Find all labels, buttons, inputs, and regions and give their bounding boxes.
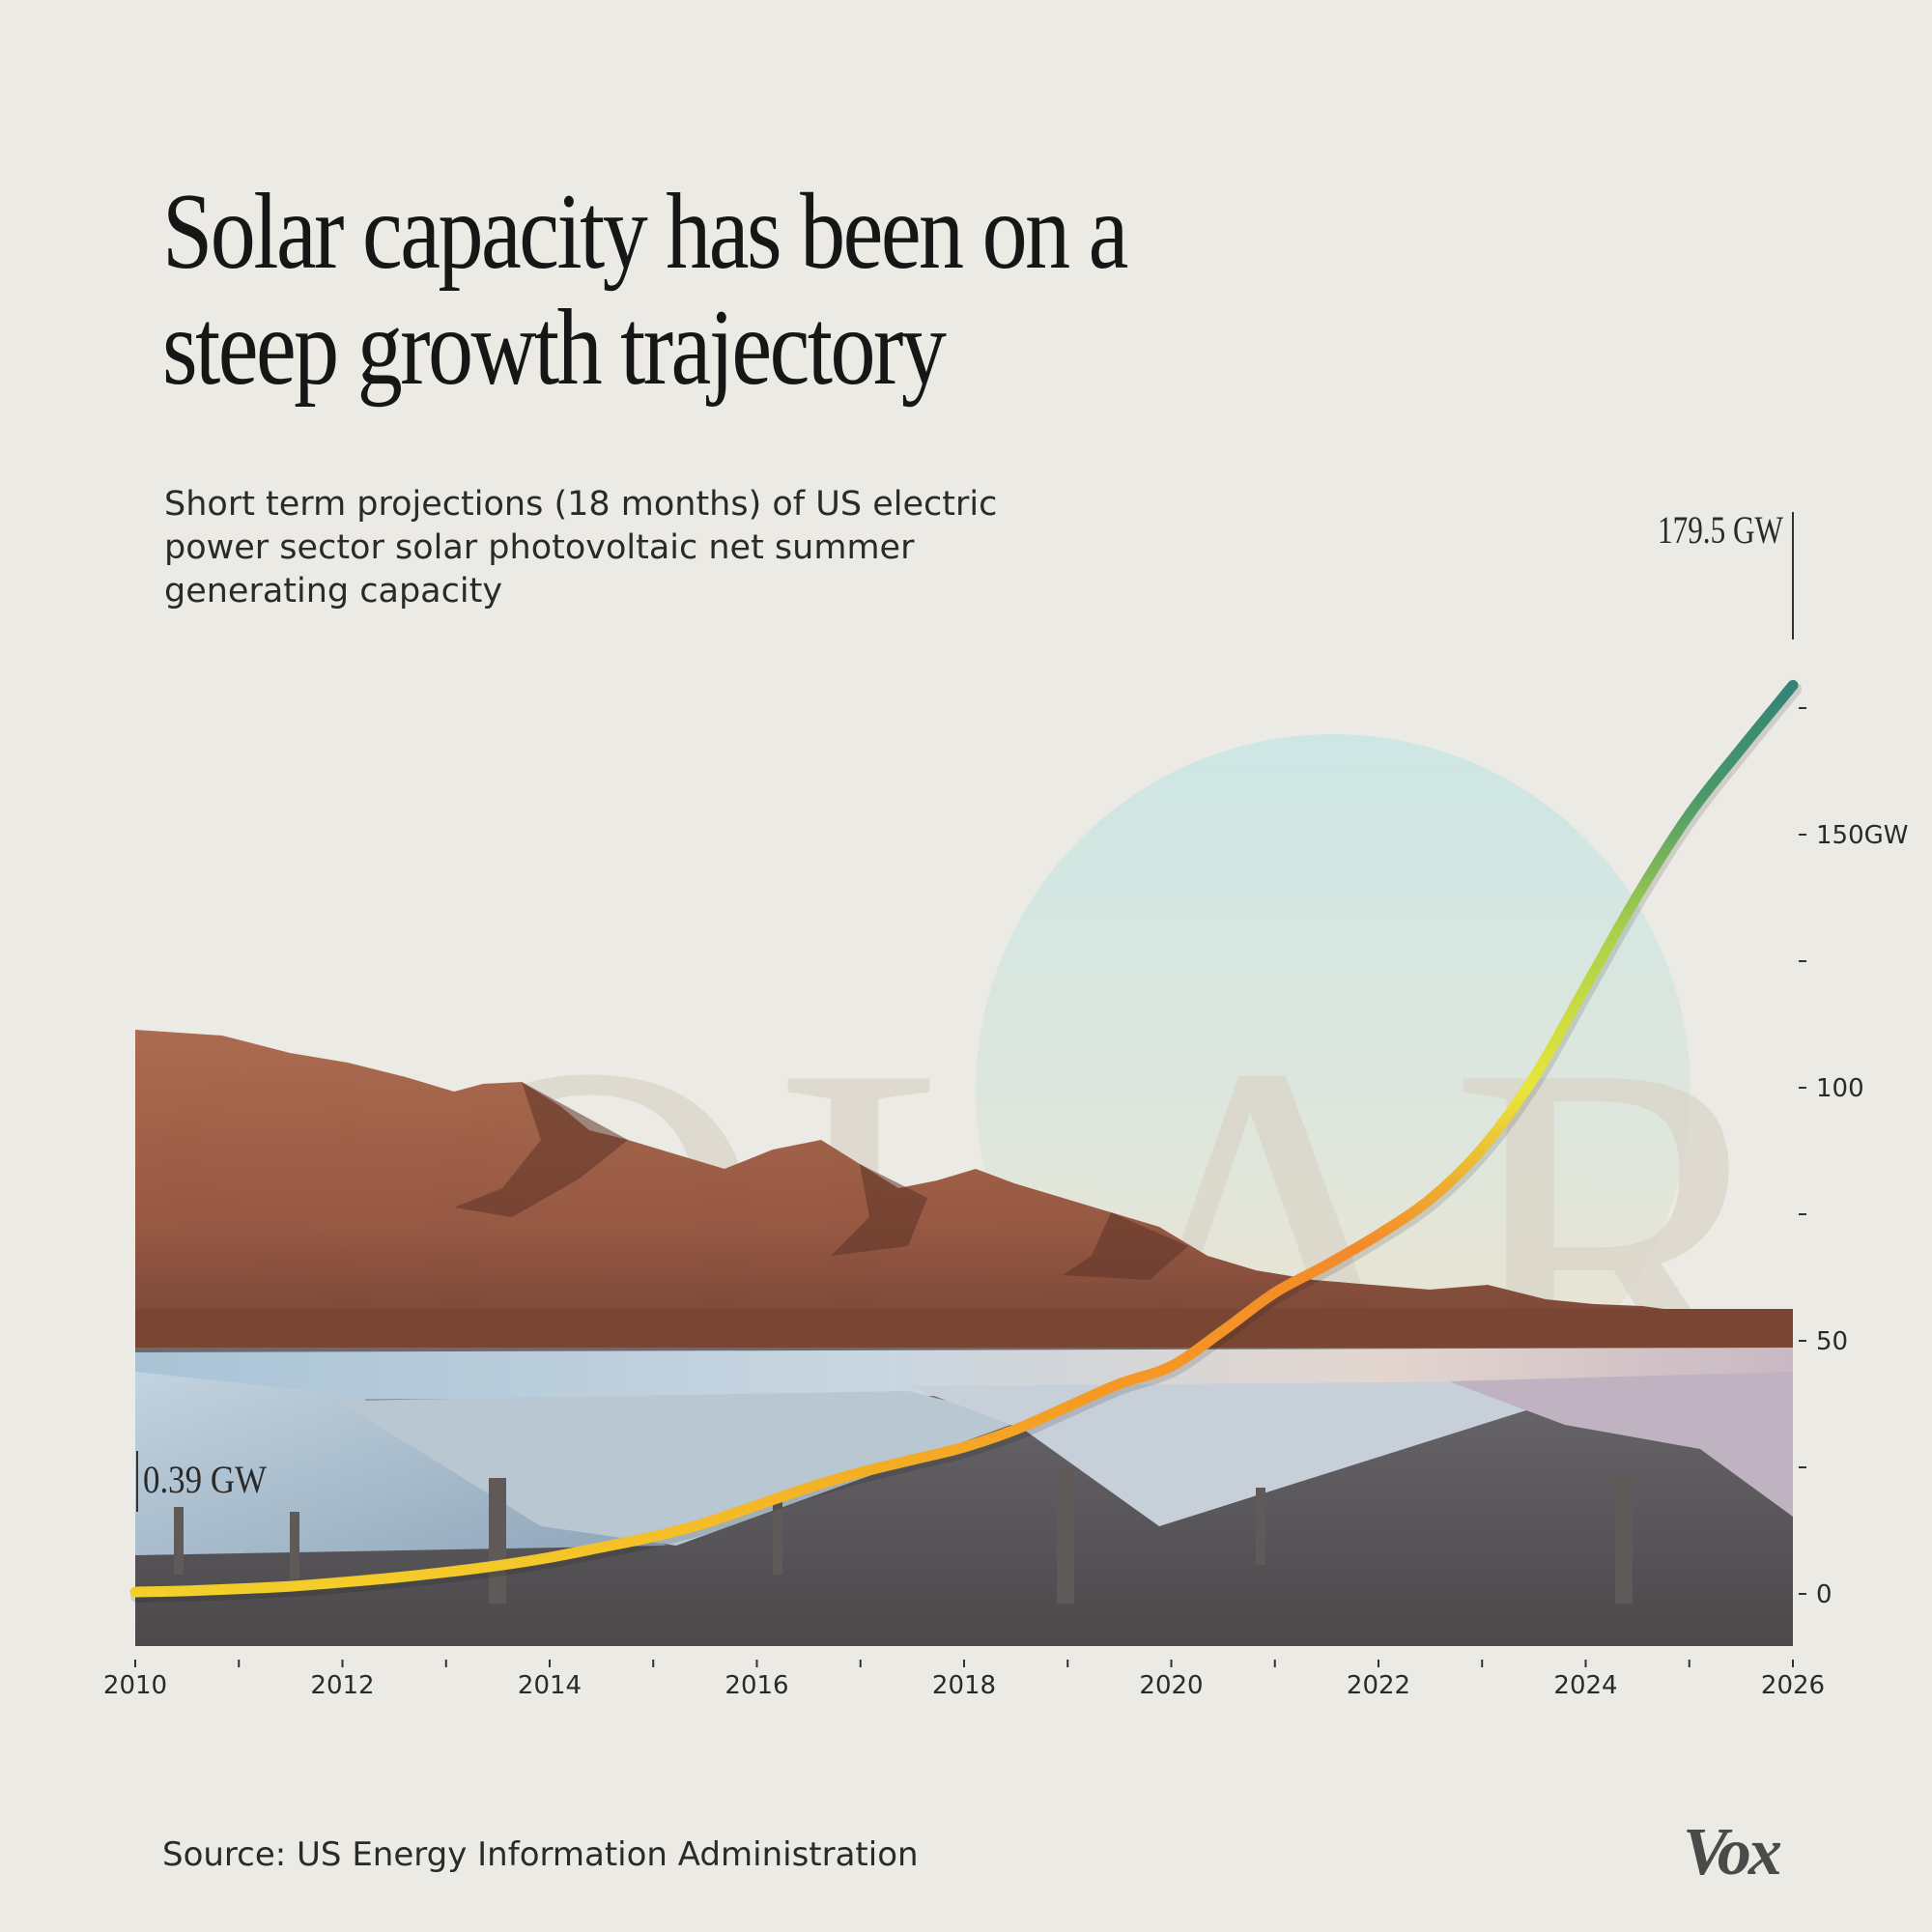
solar-panels-middle [338, 1391, 1024, 1546]
series-layer [129, 679, 1802, 1603]
x-tick-label-2010: 2010 [103, 1671, 167, 1700]
source-note: Source: US Energy Information Administra… [162, 1835, 919, 1874]
x-tick-label-2018: 2018 [932, 1671, 996, 1700]
x-tick-label-2020: 2020 [1139, 1671, 1203, 1700]
x-tick-label-2026: 2026 [1761, 1671, 1825, 1700]
photo-scene [135, 1030, 1793, 1646]
mountain-shadows [454, 1082, 1188, 1280]
solar-panels-right [1449, 1372, 1793, 1517]
y-tick-label-50: 50 [1816, 1327, 1848, 1356]
x-tick-label-2016: 2016 [724, 1671, 788, 1700]
y-axis: 0 50 100 150GW [1799, 707, 1908, 1609]
x-tick-label-2014: 2014 [518, 1671, 582, 1700]
x-axis: 2010 2012 2014 2016 2018 2020 2022 2024 2026 [103, 1660, 1825, 1700]
series-line [129, 679, 1799, 1598]
panel-posts [174, 1468, 1633, 1604]
annotation-layer: 0.39 GW 179.5 GW [136, 508, 1794, 1512]
chart-title: Solar capacity has been on a steep growt… [162, 172, 1128, 408]
annotation-start-label: 0.39 GW [143, 1458, 267, 1501]
annotation-end-label: 179.5 GW [1658, 508, 1783, 552]
vox-logo: Vox [1683, 1815, 1782, 1889]
solar-panels-center [908, 1381, 1526, 1526]
y-tick-label-0: 0 [1816, 1580, 1833, 1609]
y-tick-label-150: 150GW [1816, 821, 1908, 850]
x-tick-label-2022: 2022 [1347, 1671, 1410, 1700]
y-tick-label-100: 100 [1816, 1074, 1864, 1103]
chart-subtitle: Short term projections (18 months) of US… [164, 485, 998, 611]
x-tick-label-2024: 2024 [1553, 1671, 1617, 1700]
x-tick-label-2012: 2012 [310, 1671, 374, 1700]
